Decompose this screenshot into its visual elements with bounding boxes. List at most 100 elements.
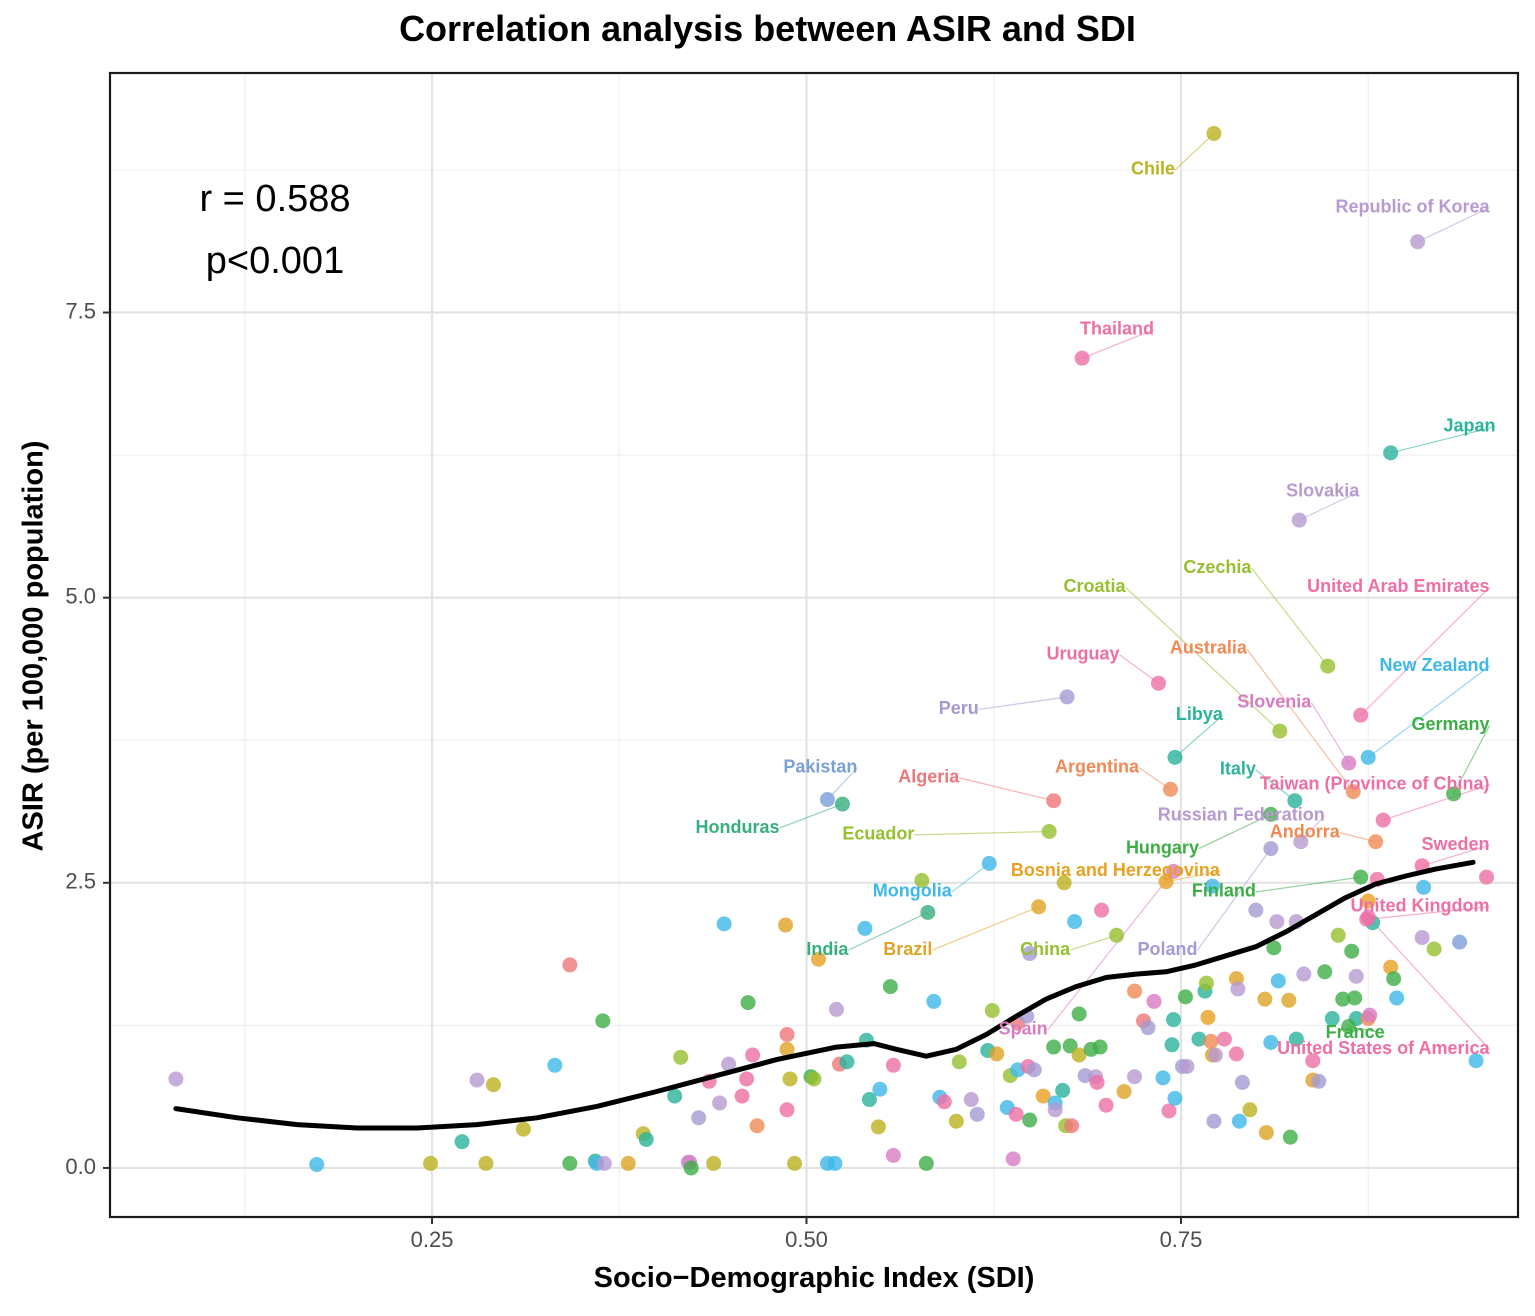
label-leaders [779, 133, 1496, 1050]
data-point [1291, 512, 1307, 528]
data-point [1216, 1031, 1232, 1047]
data-point [1231, 1113, 1247, 1129]
data-point [1203, 1033, 1219, 1049]
data-point [1360, 893, 1376, 909]
label-leader-line [1198, 813, 1272, 850]
point-label: Japan [1444, 415, 1496, 435]
data-point [691, 1110, 707, 1126]
axes: 0.25 0.50 0.75 0.0 2.5 5.0 7.5 [65, 71, 1520, 1252]
data-point [1116, 1084, 1132, 1100]
data-point [951, 1054, 967, 1070]
data-point [1062, 1038, 1078, 1054]
data-point [1206, 125, 1222, 141]
data-point [1230, 981, 1246, 997]
label-leader-line [1069, 934, 1117, 951]
data-point [1296, 966, 1312, 982]
label-leader-line [1246, 648, 1354, 792]
point-label: Germany [1411, 714, 1489, 734]
data-point [706, 1155, 722, 1171]
data-point [782, 1071, 798, 1087]
label-leader-line [1367, 916, 1490, 1050]
label-leader-line [1417, 207, 1490, 243]
y-tick-label: 7.5 [65, 298, 96, 323]
data-point [739, 1071, 755, 1087]
label-leader-line [1367, 665, 1490, 758]
data-point [673, 1049, 689, 1065]
data-point [1242, 1102, 1258, 1118]
data-point [885, 1057, 901, 1073]
data-point [1410, 234, 1426, 250]
data-point [1272, 723, 1288, 739]
data-point [1375, 812, 1391, 828]
grid [110, 73, 1518, 1217]
data-point [1158, 874, 1174, 890]
label-leader-line [1081, 329, 1155, 359]
data-point [918, 1155, 934, 1171]
point-label: Thailand [1080, 318, 1154, 338]
data-point [683, 1160, 699, 1176]
point-label: France [1326, 1022, 1385, 1042]
point-label: Argentina [1055, 756, 1140, 776]
data-point [1162, 781, 1178, 797]
data-point [547, 1057, 563, 1073]
label-leader-line [1453, 725, 1491, 795]
data-point [1282, 1129, 1298, 1145]
data-point [1041, 823, 1057, 839]
point-label: Russian Federation [1158, 804, 1325, 824]
y-tick-label: 5.0 [65, 583, 96, 608]
label-leader-line [1255, 876, 1361, 893]
label-leader-line [1383, 784, 1490, 821]
data-point [1479, 869, 1495, 885]
data-point [562, 957, 578, 973]
data-point [1311, 1073, 1327, 1089]
data-point [1206, 1113, 1222, 1129]
data-point [963, 1092, 979, 1108]
data-point [1353, 869, 1369, 885]
data-point [1056, 875, 1072, 891]
data-point [1389, 990, 1405, 1006]
data-point [787, 1155, 803, 1171]
data-point [1165, 863, 1181, 879]
data-point [478, 1155, 494, 1171]
point-label: India [806, 939, 849, 959]
data-point [819, 792, 835, 808]
data-point [1263, 841, 1279, 857]
data-point [1234, 1074, 1250, 1090]
data-point [872, 1081, 888, 1097]
loess-smooth-line [173, 859, 1476, 1131]
data-point [1330, 927, 1346, 943]
data-point [1228, 1046, 1244, 1062]
point-label: Finland [1192, 881, 1256, 901]
point-label: Spain [999, 1019, 1048, 1039]
data-point [778, 917, 794, 933]
point-label: Peru [939, 698, 979, 718]
data-point [1348, 968, 1364, 984]
data-point [1320, 658, 1336, 674]
data-point [1167, 1090, 1183, 1106]
data-point [1414, 930, 1430, 946]
point-label: Pakistan [783, 756, 857, 776]
panel-background [110, 73, 1518, 1217]
label-leader-line [1125, 586, 1281, 732]
data-point [1344, 943, 1360, 959]
data-point [828, 1001, 844, 1017]
data-point [1362, 1007, 1378, 1023]
data-point [1071, 1006, 1087, 1022]
data-point [749, 1118, 765, 1134]
data-point [1005, 1151, 1021, 1167]
data-point [989, 1046, 1005, 1062]
data-point [839, 1054, 855, 1070]
data-point [1071, 1047, 1087, 1063]
data-point [1263, 1034, 1279, 1050]
data-point [1198, 975, 1214, 991]
y-tick-label: 2.5 [65, 869, 96, 894]
scatter-points [168, 125, 1495, 1176]
data-point [1035, 1088, 1051, 1104]
point-label: China [1020, 939, 1071, 959]
point-label: Chile [1131, 159, 1175, 179]
data-point [667, 1088, 683, 1104]
label-leader-line [1366, 906, 1490, 920]
data-point [1046, 1039, 1062, 1055]
label-leader-line [1250, 567, 1329, 667]
